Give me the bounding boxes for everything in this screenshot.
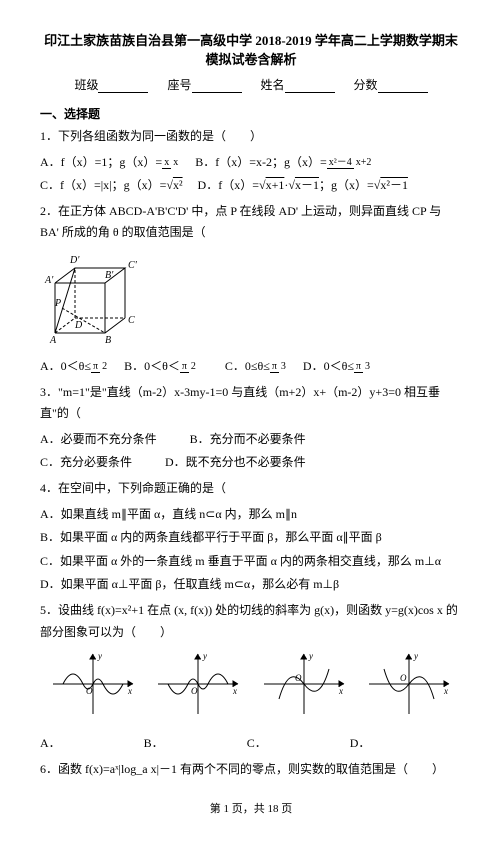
q1-opt-c: C．f（x）=|x|；g（x）= — [40, 178, 166, 192]
q2b-num: π — [180, 361, 189, 373]
svg-text:x: x — [232, 686, 237, 696]
q5-label-b: B． — [144, 733, 164, 755]
section-1-title: 一、选择题 — [40, 105, 462, 122]
cube-label-p: P — [54, 298, 61, 309]
svg-text:y: y — [308, 651, 313, 661]
q5-graphs: x y O x y O x y O x y O — [40, 649, 462, 723]
q5-label-a: A． — [40, 733, 61, 755]
q2-opt-d: D．0＜θ≤ — [291, 359, 354, 373]
cube-label-ap: A' — [44, 275, 54, 286]
q1-sqrt-d1: x+1 — [266, 178, 285, 192]
cube-label-bp: B' — [105, 270, 114, 281]
question-1: 1．下列各组函数为同一函数的是（ ） — [40, 126, 462, 148]
q2-opt-a: A．0＜θ≤ — [40, 359, 91, 373]
exam-title: 印江土家族苗族自治县第一高级中学 2018-2019 学年高二上学期数学期末模拟… — [40, 30, 462, 68]
q5-label-c: C． — [247, 733, 267, 755]
svg-text:y: y — [97, 651, 102, 661]
svg-text:O: O — [400, 673, 407, 683]
q1-opt-d: D．f（x）= — [186, 178, 259, 192]
q3-opt-a: A．必要而不充分条件 — [40, 432, 157, 446]
cube-label-b: B — [105, 335, 111, 346]
seat-blank[interactable] — [192, 80, 242, 93]
graph-a: x y O — [40, 649, 146, 723]
graph-c: x y O — [251, 649, 357, 723]
question-4: 4．在空间中，下列命题正确的是（ — [40, 478, 462, 500]
score-blank[interactable] — [378, 80, 428, 93]
class-label: 班级 — [74, 78, 98, 92]
q3-opt-d: D．既不充分也不必要条件 — [165, 455, 306, 469]
score-label: 分数 — [354, 78, 378, 92]
q5-label-d: D． — [350, 733, 371, 755]
q4-opt-c: C．如果平面 α 外的一条直线 m 垂直于平面 α 内的两条相交直线，那么 m⊥… — [40, 551, 462, 573]
cube-diagram: A B C D A' B' C' D' P — [40, 248, 462, 352]
q1-mid: · — [284, 178, 288, 192]
q1-sqrt-d2: x－1 — [295, 178, 319, 192]
svg-text:O: O — [191, 686, 198, 696]
question-3: 3．"m=1"是"直线（m-2）x-3my-1=0 与直线（m+2）x+（m-2… — [40, 382, 462, 425]
svg-text:x: x — [443, 686, 448, 696]
svg-text:x: x — [127, 686, 132, 696]
question-6: 6．函数 f(x)=aˣ|log_a x|－1 有两个不同的零点，则实数的取值范… — [40, 759, 462, 781]
cube-label-c: C — [128, 315, 135, 326]
q1-sqrt-d3: x²－1 — [380, 178, 408, 192]
q2b-den: 2 — [189, 361, 198, 372]
svg-text:x: x — [338, 686, 343, 696]
q4-opt-b: B．如果平面 α 内的两条直线都平行于平面 β，那么平面 α∥平面 β — [40, 527, 462, 549]
q3-opt-b: B．充分而不必要条件 — [190, 432, 306, 446]
svg-text:y: y — [413, 651, 418, 661]
q1-frac-a-den: x — [171, 157, 180, 168]
q2a-num: π — [91, 361, 100, 373]
class-blank[interactable] — [98, 80, 148, 93]
q2d-num: π — [354, 361, 363, 373]
header-fields: 班级 座号 姓名 分数 — [40, 76, 462, 93]
q1-frac-b-num: x²－4 — [327, 157, 354, 169]
graph-b: x y O — [146, 649, 252, 723]
q2c-num: π — [270, 361, 279, 373]
cube-label-cp: C' — [128, 260, 138, 271]
name-blank[interactable] — [285, 80, 335, 93]
cube-label-dp: D' — [69, 255, 80, 266]
q1-opt-b: B．f（x）=x-2；g（x）= — [183, 155, 327, 169]
q1-frac-a-num: x — [162, 157, 171, 169]
q2a-den: 2 — [100, 361, 109, 372]
cube-label-a: A — [49, 335, 57, 346]
q4-opt-a: A．如果直线 m∥平面 α，直线 n⊂α 内，那么 m∥n — [40, 504, 462, 526]
seat-label: 座号 — [167, 78, 191, 92]
cube-label-d: D — [74, 320, 83, 331]
q3-options-row2: C．充分必要条件 D．既不充分也不必要条件 — [40, 452, 462, 474]
q3-opt-c: C．充分必要条件 — [40, 455, 132, 469]
q1-options-row1: A．f（x）=1；g（x）=xx B．f（x）=x-2；g（x）=x²－4x+2 — [40, 152, 462, 174]
graph-d: x y O — [357, 649, 463, 723]
svg-text:O: O — [86, 686, 93, 696]
q1-opt-a: A．f（x）=1；g（x）= — [40, 155, 162, 169]
question-5: 5．设曲线 f(x)=x²+1 在点 (x, f(x)) 处的切线的斜率为 g(… — [40, 600, 462, 643]
q5-option-labels: A． B． C． D． — [40, 729, 462, 755]
q1-sqrt-c: x² — [173, 178, 183, 192]
q2-opt-b: B．0＜θ＜ — [112, 359, 180, 373]
q1-options-row2: C．f（x）=|x|；g（x）=√x² D．f（x）=√x+1·√x－1；g（x… — [40, 175, 462, 197]
q2-options: A．0＜θ≤π2 B．0＜θ＜π2 C．0≤θ≤π3 D．0＜θ≤π3 — [40, 356, 462, 378]
q2-opt-c: C．0≤θ≤ — [201, 359, 270, 373]
page-footer: 第 1 页，共 18 页 — [40, 800, 462, 816]
q2d-den: 3 — [363, 361, 372, 372]
q1-frac-b-den: x+2 — [354, 157, 374, 168]
question-2: 2．在正方体 ABCD-A'B'C'D' 中，点 P 在线段 AD' 上运动，则… — [40, 201, 462, 244]
name-label: 姓名 — [261, 78, 285, 92]
svg-text:O: O — [295, 673, 302, 683]
svg-text:y: y — [202, 651, 207, 661]
q4-opt-d: D．如果平面 α⊥平面 β，任取直线 m⊂α，那么必有 m⊥β — [40, 574, 462, 596]
q3-options-row1: A．必要而不充分条件 B．充分而不必要条件 — [40, 429, 462, 451]
q2c-den: 3 — [279, 361, 288, 372]
q1-mid2: ；g（x）= — [319, 178, 374, 192]
